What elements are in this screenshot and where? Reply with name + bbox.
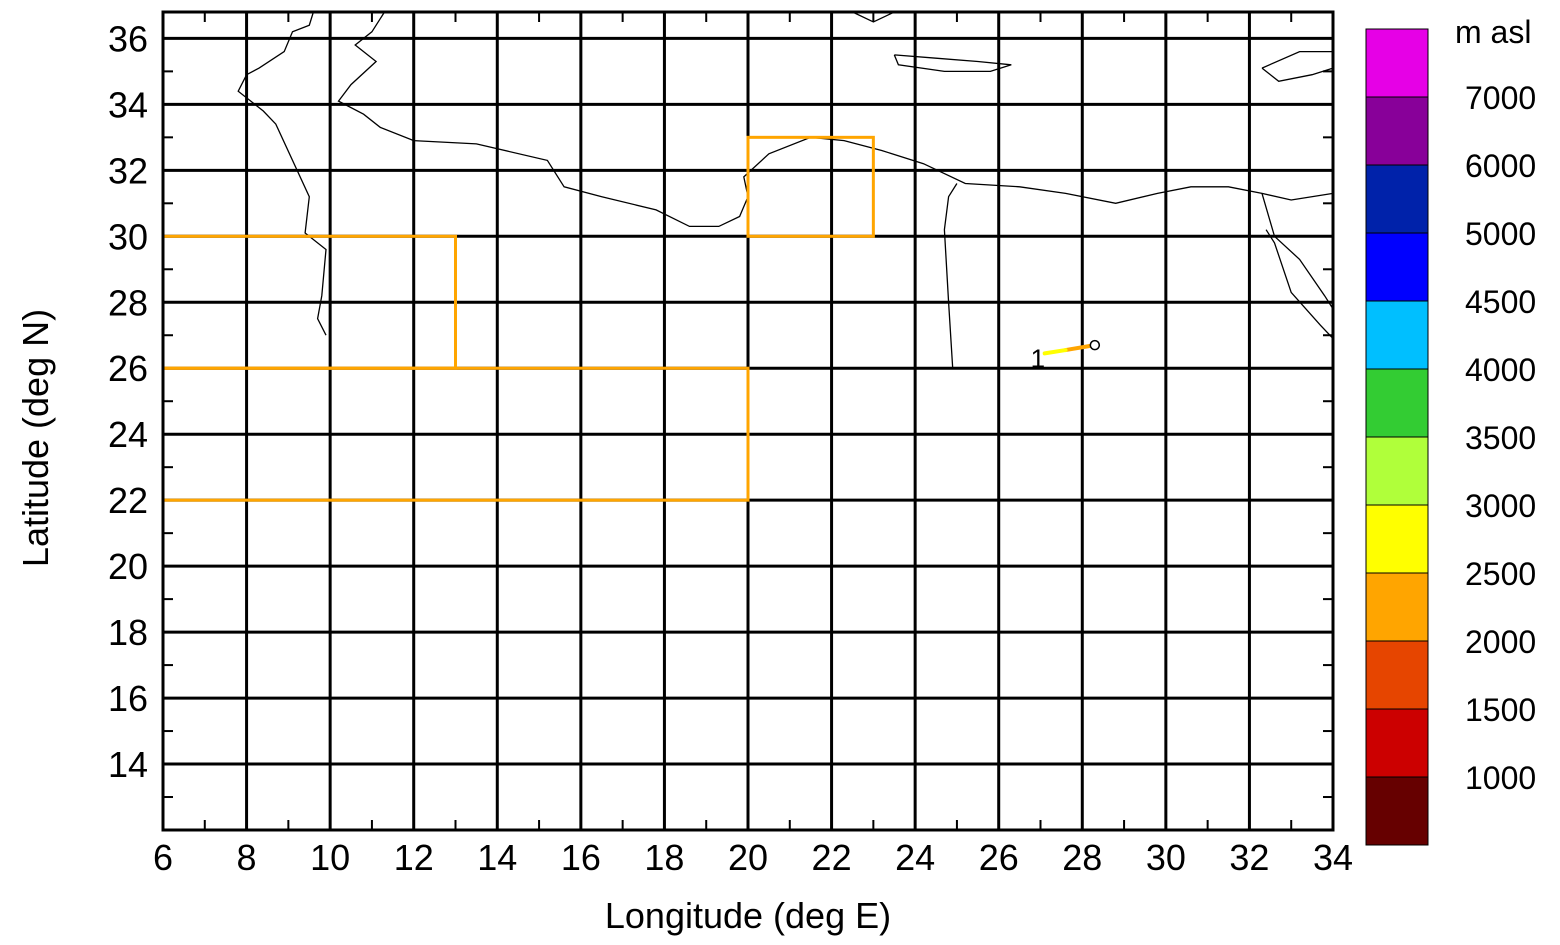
- colorbar-label: 7000: [1465, 80, 1536, 116]
- colorbar-label: 2500: [1465, 556, 1536, 592]
- x-tick-label: 26: [979, 837, 1019, 878]
- colorbar-swatch: [1365, 232, 1429, 302]
- source-regions: [161, 135, 875, 502]
- y-tick-label: 20: [108, 546, 148, 587]
- coastline: [1261, 193, 1334, 310]
- y-tick-label: 24: [108, 414, 148, 455]
- colorbar-swatch: [1365, 776, 1429, 846]
- x-tick-label: 8: [237, 837, 257, 878]
- coastline: [1261, 67, 1334, 82]
- colorbar-label: 3000: [1465, 488, 1536, 524]
- coastline: [237, 11, 327, 336]
- coastline: [943, 183, 958, 369]
- y-tick-label: 34: [108, 84, 148, 125]
- y-tick-label: 30: [108, 216, 148, 257]
- x-tick-label: 12: [394, 837, 434, 878]
- x-tick-label: 22: [812, 837, 852, 878]
- x-tick-label: 10: [310, 837, 350, 878]
- x-tick-label: 18: [644, 837, 684, 878]
- y-tick-label: 14: [108, 744, 148, 785]
- coastlines: [237, 11, 1334, 369]
- trajectory-segment: [1042, 348, 1068, 356]
- x-tick-label: 30: [1146, 837, 1186, 878]
- trajectory: 1: [1031, 339, 1101, 373]
- x-tick-label: 6: [153, 837, 173, 878]
- colorbar: 1000 1500 2000 2500 3000 3500 4000 4500 5000 6000…: [1365, 28, 1536, 846]
- x-axis-title: Longitude (deg E): [605, 895, 891, 936]
- colorbar-swatch: [1365, 164, 1429, 234]
- y-tick-label: 32: [108, 150, 148, 191]
- coastline: [893, 54, 1012, 73]
- colorbar-label: 5000: [1465, 216, 1536, 252]
- y-tick-label: 26: [108, 348, 148, 389]
- plot-frame: [161, 10, 1335, 832]
- coastline: [337, 11, 1334, 228]
- trajectory-label: 1: [1031, 343, 1045, 373]
- y-axis-title: Latitude (deg N): [15, 309, 56, 567]
- y-tick-label: 22: [108, 480, 148, 521]
- colorbar-swatch: [1365, 96, 1429, 166]
- source-region-box: [746, 135, 875, 238]
- coastline: [1265, 229, 1334, 339]
- axis-ticks: [163, 12, 1333, 830]
- y-tick-label: 18: [108, 612, 148, 653]
- y-tick-label: 16: [108, 678, 148, 719]
- colorbar-label: 3500: [1465, 420, 1536, 456]
- x-tick-label: 34: [1313, 837, 1353, 878]
- colorbar-swatch: [1365, 708, 1429, 778]
- colorbar-title: m asl: [1455, 14, 1531, 50]
- colorbar-label: 4500: [1465, 284, 1536, 320]
- x-tick-label: 24: [895, 837, 935, 878]
- x-tick-label: 14: [477, 837, 517, 878]
- x-tick-label: 32: [1229, 837, 1269, 878]
- colorbar-label: 2000: [1465, 624, 1536, 660]
- trajectory-start-point: [1089, 339, 1101, 351]
- colorbar-label: 4000: [1465, 352, 1536, 388]
- colorbar-swatch: [1365, 640, 1429, 710]
- y-tick-label: 28: [108, 282, 148, 323]
- colorbar-label: 1000: [1465, 760, 1536, 796]
- plot-border: [161, 10, 1335, 832]
- y-tick-label: 36: [108, 18, 148, 59]
- colorbar-swatch: [1365, 28, 1429, 98]
- x-tick-label: 20: [728, 837, 768, 878]
- colorbar-swatch: [1365, 504, 1429, 574]
- colorbar-swatch: [1365, 368, 1429, 438]
- colorbar-swatch: [1365, 300, 1429, 370]
- colorbar-label: 6000: [1465, 148, 1536, 184]
- tick-labels: 6 8 10 12 14 16 18 20 22 24 26 28 30 32 34 14 16 18 20 22 24…: [108, 18, 1353, 878]
- x-tick-label: 28: [1062, 837, 1102, 878]
- colorbar-swatch: [1365, 436, 1429, 506]
- colorbar-swatch: [1365, 572, 1429, 642]
- x-tick-label: 16: [561, 837, 601, 878]
- colorbar-label: 1500: [1465, 692, 1536, 728]
- coastline: [1261, 50, 1333, 69]
